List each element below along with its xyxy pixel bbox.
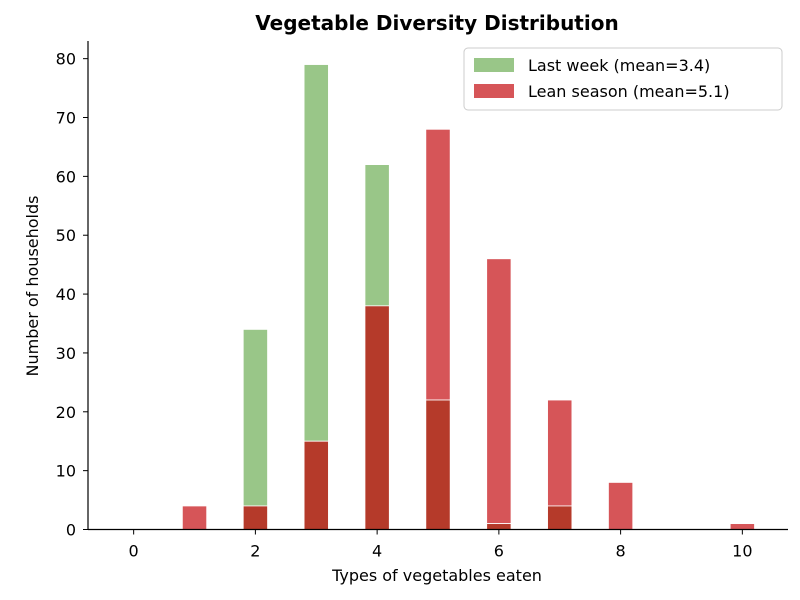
x-tick-label: 4 [372, 542, 382, 561]
y-axis-title: Number of households [23, 196, 42, 377]
x-tick-label: 2 [250, 542, 260, 561]
x-tick-label: 10 [732, 542, 752, 561]
bar-overlap-7 [547, 505, 573, 530]
legend-label-last-week: Last week (mean=3.4) [528, 56, 710, 75]
y-tick-label: 60 [56, 167, 76, 186]
chart-title: Vegetable Diversity Distribution [255, 11, 618, 35]
y-tick-label: 50 [56, 226, 76, 245]
bar-lean-season-6 [486, 258, 512, 525]
bar-lean-season-1 [181, 505, 208, 530]
bar-last-week-4 [364, 164, 390, 307]
bar-lean-season-5 [425, 128, 451, 401]
x-axis-title: Types of vegetables eaten [331, 566, 542, 585]
legend-label-lean-season: Lean season (mean=5.1) [528, 82, 730, 101]
y-tick-label: 0 [66, 521, 76, 540]
bar-overlap-5 [425, 399, 451, 530]
bar-overlap-4 [364, 305, 390, 530]
legend-swatch-last-week [474, 58, 514, 72]
x-tick-label: 8 [616, 542, 626, 561]
bar-last-week-2 [242, 328, 268, 507]
x-tick-label: 6 [494, 542, 504, 561]
x-tick-label: 0 [129, 542, 139, 561]
bar-lean-season-10 [729, 523, 755, 530]
y-tick-label: 30 [56, 344, 76, 363]
bar-overlap-3 [303, 440, 329, 530]
legend: Last week (mean=3.4) Lean season (mean=5… [463, 47, 783, 111]
bars-group [181, 64, 755, 530]
bar-lean-season-8 [608, 482, 634, 530]
y-tick-label: 10 [56, 462, 76, 481]
y-tick-label: 80 [56, 50, 76, 69]
x-ticks-group: 0 2 4 6 8 10 [129, 529, 753, 561]
y-tick-label: 40 [56, 285, 76, 304]
y-tick-label: 70 [56, 109, 76, 128]
legend-swatch-lean-season [474, 84, 514, 98]
legend-frame [463, 47, 783, 111]
y-tick-label: 20 [56, 403, 76, 422]
bar-last-week-3 [303, 64, 329, 442]
bar-lean-season-7 [547, 399, 573, 507]
bar-overlap-2 [242, 505, 268, 530]
y-ticks-group: 0 10 20 30 40 50 60 70 80 [56, 50, 88, 540]
bar-overlap-6 [486, 523, 512, 530]
